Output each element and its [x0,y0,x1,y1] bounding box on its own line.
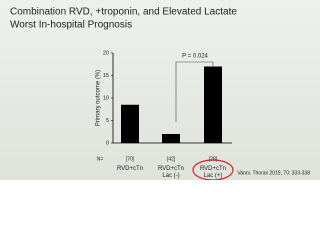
slide: Combination RVD, +troponin, and Elevated… [0,0,320,180]
x-tick-label: RVD+cTn Lac (-) [158,166,184,179]
y-axis-label: Primary outcome (%) [96,70,102,126]
citation: Vanni. Thorax 2015; 70: 333-338 [237,170,310,176]
n-prefix: N= [97,156,104,162]
highlight-circle [192,159,234,180]
bar [204,66,222,143]
y-tick-label: 10 [103,95,109,101]
x-tick-label: RVD+cTn [117,166,143,172]
n-label: [42] [167,156,176,162]
background [0,0,320,180]
y-tick-label: 0 [106,140,109,146]
y-tick-label: 5 [106,118,109,124]
x-tick-label: RVD+cTn Lac (+) [200,166,226,179]
bar [162,134,180,143]
y-tick-label: 20 [103,50,109,56]
p-value: P = 0.024 [182,54,208,60]
slide-title: Combination RVD, +troponin, and Elevated… [10,7,237,18]
significance-bracket [175,61,214,122]
bar [121,104,139,143]
n-label: [70] [126,156,135,162]
page: Combination RVD, +troponin, and Elevated… [0,0,320,180]
n-label: [28] [209,156,218,162]
y-tick-label: 15 [103,73,109,79]
slide-subtitle: Worst In-hospital Prognosis [10,20,132,31]
